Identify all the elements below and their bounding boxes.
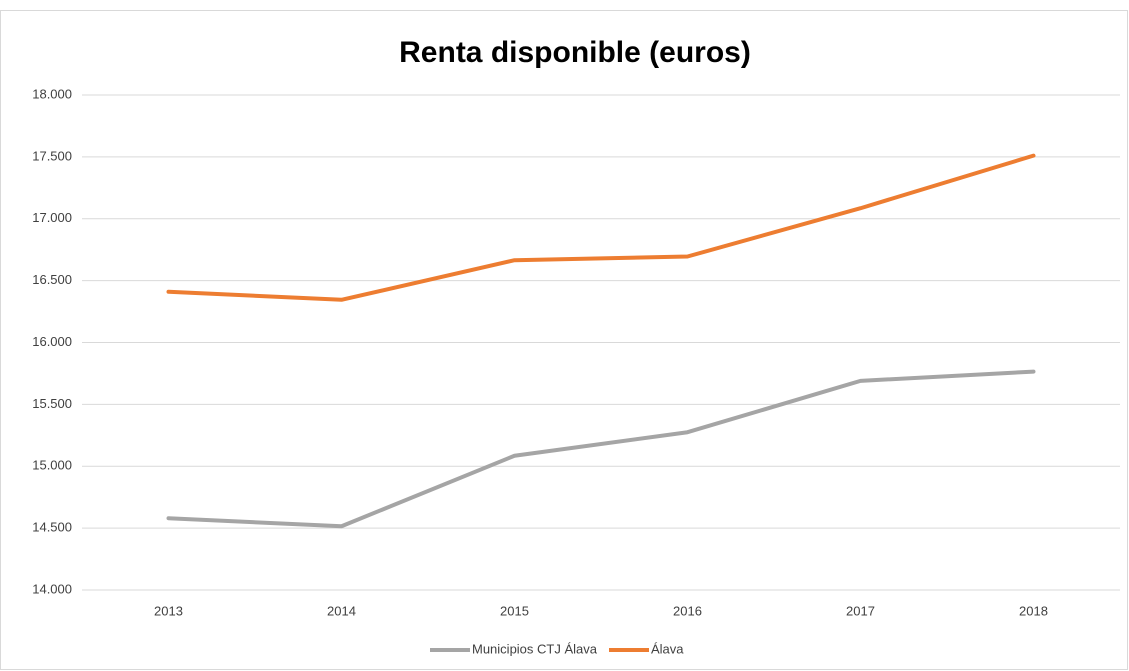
x-tick-label: 2015 xyxy=(500,603,529,618)
x-tick-label: 2013 xyxy=(154,603,183,618)
x-tick-label: 2017 xyxy=(846,603,875,618)
x-tick-label: 2018 xyxy=(1019,603,1048,618)
series-line xyxy=(166,369,1036,529)
chart-border xyxy=(0,10,1128,670)
series-line xyxy=(166,153,1036,302)
legend-label: Álava xyxy=(651,641,684,656)
y-tick-label: 15.000 xyxy=(32,458,72,473)
y-tick-label: 14.500 xyxy=(32,520,72,535)
y-tick-label: 17.000 xyxy=(32,210,72,225)
y-tick-label: 18.000 xyxy=(32,86,72,101)
y-tick-label: 16.500 xyxy=(32,272,72,287)
x-tick-label: 2014 xyxy=(327,603,356,618)
chart-title: Renta disponible (euros) xyxy=(399,36,751,69)
y-tick-label: 16.000 xyxy=(32,334,72,349)
legend-label: Municipios CTJ Álava xyxy=(472,641,598,656)
y-tick-label: 15.500 xyxy=(32,396,72,411)
y-tick-label: 17.500 xyxy=(32,148,72,163)
x-tick-label: 2016 xyxy=(673,603,702,618)
y-tick-label: 14.000 xyxy=(32,581,72,596)
